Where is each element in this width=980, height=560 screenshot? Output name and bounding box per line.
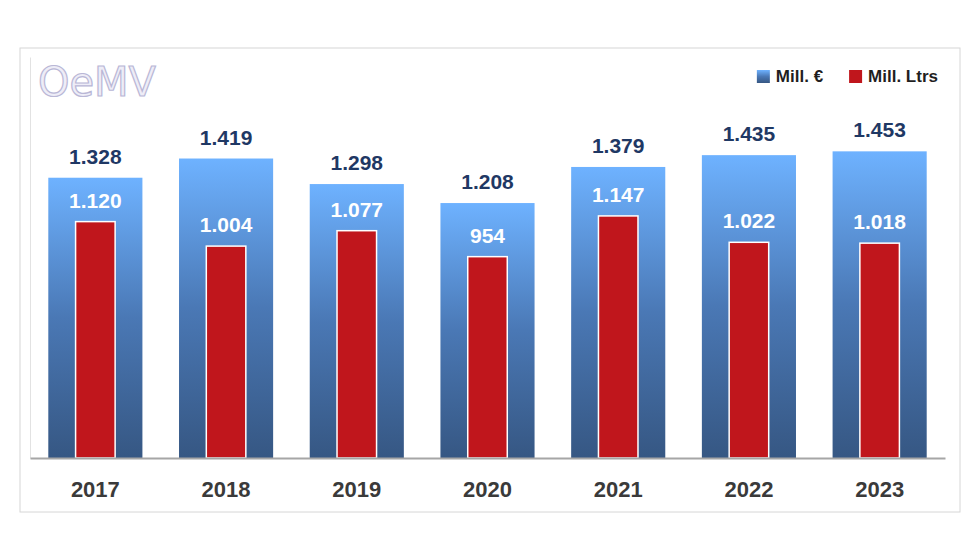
frame — [20, 48, 960, 512]
bar — [702, 155, 796, 458]
x-tick: 2022 — [724, 458, 773, 502]
data-label: 1.018 — [853, 210, 906, 233]
bar — [337, 231, 377, 458]
bars — [48, 151, 926, 458]
legend-label: Mill. Ltrs — [868, 67, 938, 86]
x-tick-label: 2023 — [855, 477, 904, 502]
data-label: 954 — [470, 224, 505, 247]
logo: OeMV — [38, 59, 157, 105]
data-label: 1.022 — [723, 209, 776, 232]
y-axis-line — [30, 58, 31, 459]
bar — [310, 184, 404, 458]
bar — [48, 178, 142, 458]
bar — [440, 203, 534, 458]
data-label: 1.077 — [331, 198, 384, 221]
data-label: 1.379 — [592, 134, 645, 157]
legend-label: Mill. € — [776, 67, 824, 86]
bar — [206, 246, 246, 458]
bar — [76, 222, 116, 458]
legend-swatch — [757, 70, 770, 83]
x-axis-line — [31, 458, 946, 460]
data-label: 1.419 — [200, 126, 253, 149]
legend-swatch — [849, 70, 862, 83]
x-tick: 2023 — [855, 458, 904, 502]
x-tick: 2020 — [463, 458, 512, 502]
bar — [729, 242, 769, 458]
x-axis: 2017 2018 2019 2020 2021 2022 2023 — [31, 458, 946, 502]
data-label: 1.298 — [331, 151, 384, 174]
legend-item: Mill. Ltrs — [849, 67, 938, 86]
chart: 1.328 1.419 1.298 1.208 1.379 1.435 1.453 1.120… — [0, 0, 980, 560]
data-label: 1.120 — [69, 189, 122, 212]
bar — [598, 216, 638, 458]
x-tick-label: 2021 — [594, 477, 643, 502]
bar — [571, 167, 665, 458]
bar — [468, 257, 508, 458]
data-label: 1.208 — [461, 170, 514, 193]
x-tick-label: 2018 — [202, 477, 251, 502]
x-tick: 2021 — [594, 458, 643, 502]
x-tick-label: 2019 — [332, 477, 381, 502]
data-label: 1.453 — [853, 118, 906, 141]
x-tick-label: 2017 — [71, 477, 120, 502]
x-tick: 2019 — [332, 458, 381, 502]
legend: Mill. € Mill. Ltrs — [757, 67, 938, 86]
x-tick-label: 2022 — [724, 477, 773, 502]
bar — [833, 151, 927, 458]
x-tick: 2018 — [202, 458, 251, 502]
x-tick: 2017 — [71, 458, 120, 502]
bar — [179, 159, 273, 458]
legend-item: Mill. € — [757, 67, 824, 86]
x-tick-label: 2020 — [463, 477, 512, 502]
data-label: 1.435 — [723, 122, 776, 145]
data-label: 1.147 — [592, 183, 645, 206]
bar — [860, 243, 900, 458]
y-axis — [30, 58, 31, 459]
data-labels: 1.328 1.419 1.298 1.208 1.379 1.435 1.453 1.120… — [69, 118, 906, 246]
data-label: 1.328 — [69, 145, 122, 168]
data-label: 1.004 — [200, 213, 253, 236]
